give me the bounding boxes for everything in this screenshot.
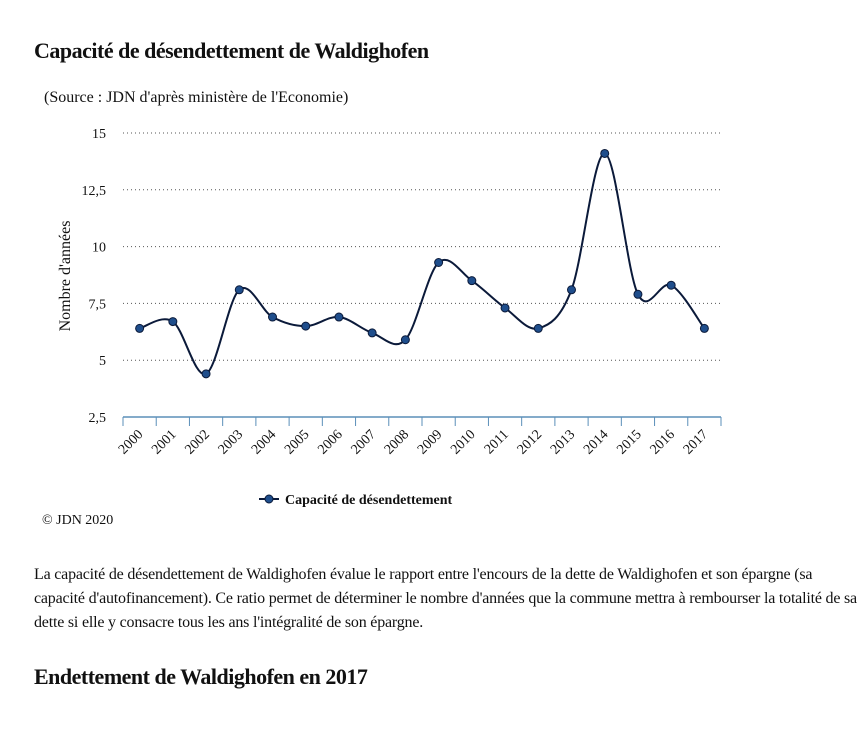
y-tick-label: 2,5 xyxy=(89,411,107,426)
x-tick-label: 2010 xyxy=(448,427,478,457)
data-point[interactable] xyxy=(500,303,510,313)
legend-label: Capacité de désendettement xyxy=(285,493,453,508)
x-axis xyxy=(122,416,722,426)
y-tick-labels: 2,5 5 7,5 10 12,5 15 xyxy=(82,127,107,426)
data-point[interactable] xyxy=(367,328,377,338)
chart-title: Capacité de désendettement de Waldighofe… xyxy=(34,38,429,63)
grid-lines xyxy=(123,132,721,361)
data-point[interactable] xyxy=(633,289,643,299)
y-tick-label: 15 xyxy=(92,127,106,142)
data-point[interactable] xyxy=(533,323,543,333)
series-line xyxy=(139,152,706,375)
data-point[interactable] xyxy=(699,323,709,333)
copyright: © JDN 2020 xyxy=(42,513,114,528)
y-tick-label: 7,5 xyxy=(89,297,107,312)
x-tick-label: 2012 xyxy=(515,427,545,457)
data-point[interactable] xyxy=(301,321,311,331)
data-point[interactable] xyxy=(666,280,676,290)
data-point[interactable] xyxy=(201,369,211,379)
data-point[interactable] xyxy=(334,312,344,322)
x-tick-label: 2007 xyxy=(349,427,379,457)
x-tick-label: 2009 xyxy=(415,427,445,457)
legend-marker xyxy=(264,494,274,504)
y-tick-label: 10 xyxy=(92,241,106,256)
description-paragraph: La capacité de désendettement de Waldigh… xyxy=(34,566,857,631)
series-group xyxy=(135,148,709,379)
x-tick-label: 2011 xyxy=(482,427,512,457)
data-point[interactable] xyxy=(400,335,410,345)
x-tick-label: 2000 xyxy=(116,427,146,457)
y-tick-label: 12,5 xyxy=(82,184,107,199)
data-point[interactable] xyxy=(467,276,477,286)
chart-source: (Source : JDN d'après ministère de l'Eco… xyxy=(44,89,349,106)
x-tick-label: 2006 xyxy=(315,427,345,457)
x-tick-label: 2013 xyxy=(548,427,578,457)
x-tick-label: 2003 xyxy=(216,427,246,457)
x-tick-label: 2002 xyxy=(182,427,212,457)
y-tick-label: 5 xyxy=(99,354,106,369)
data-point[interactable] xyxy=(234,285,244,295)
data-point[interactable] xyxy=(567,285,576,295)
x-tick-label: 2001 xyxy=(149,427,179,457)
line-chart: 2,5 5 7,5 10 12,5 15 2000 2001 2002 2003 2004 2005… xyxy=(57,127,722,508)
x-tick-label: 2004 xyxy=(249,427,279,457)
x-tick-label: 2005 xyxy=(282,427,312,457)
legend[interactable]: Capacité de désendettement xyxy=(259,493,453,508)
x-tick-label: 2016 xyxy=(648,427,678,457)
x-tick-label: 2015 xyxy=(614,427,644,457)
data-point[interactable] xyxy=(135,323,145,333)
x-tick-labels: 2000 2001 2002 2003 2004 2005 2006 2007 2008 2009… xyxy=(116,427,711,457)
section-title: Endettement de Waldighofen en 2017 xyxy=(34,664,368,689)
data-point[interactable] xyxy=(168,317,178,327)
data-point[interactable] xyxy=(600,148,610,158)
y-axis-label: Nombre d'années xyxy=(57,221,74,332)
x-tick-label: 2014 xyxy=(581,427,611,457)
x-tick-label: 2008 xyxy=(382,427,412,457)
data-point[interactable] xyxy=(434,258,444,268)
x-tick-label: 2017 xyxy=(681,427,711,457)
data-point[interactable] xyxy=(268,312,277,322)
